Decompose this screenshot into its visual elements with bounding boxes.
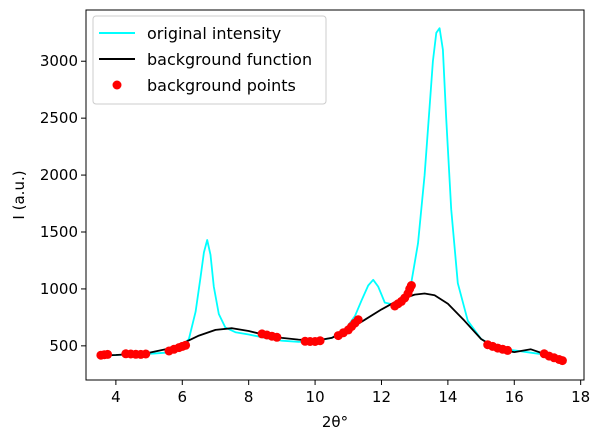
background-point xyxy=(141,349,151,359)
legend-swatch-marker xyxy=(112,80,122,90)
background-point xyxy=(406,281,416,290)
legend-label: background points xyxy=(147,76,296,95)
legend-label: original intensity xyxy=(147,24,281,43)
x-tick-label: 16 xyxy=(505,388,524,406)
x-tick-label: 12 xyxy=(372,388,391,406)
y-axis: 500 1000 1500 2000 2500 3000 xyxy=(40,52,86,355)
y-tick-label: 3000 xyxy=(40,52,78,70)
background-point xyxy=(503,345,513,355)
x-tick-label: 4 xyxy=(111,388,121,406)
x-tick-label: 14 xyxy=(438,388,457,406)
series-line-0 xyxy=(99,27,565,362)
x-axis: 4 6 8 10 12 14 16 18 xyxy=(111,380,590,406)
legend-box xyxy=(92,15,327,105)
y-axis-title: I (a.u.) xyxy=(10,170,28,219)
legend-label: background function xyxy=(147,50,312,69)
background-point xyxy=(272,332,282,342)
plot-area xyxy=(96,27,567,366)
y-tick-label: 1500 xyxy=(40,223,78,241)
legend: original intensity background function bac… xyxy=(92,15,327,105)
plot-frame xyxy=(85,9,585,381)
y-tick-label: 2500 xyxy=(40,109,78,127)
background-point xyxy=(315,336,325,346)
x-tick-label: 18 xyxy=(571,388,590,406)
x-tick-label: 8 xyxy=(244,388,254,406)
x-tick-label: 10 xyxy=(306,388,325,406)
x-axis-title: 2θ° xyxy=(322,413,348,431)
background-point xyxy=(557,356,567,366)
y-tick-label: 2000 xyxy=(40,166,78,184)
background-point xyxy=(181,340,191,350)
y-tick-label: 1000 xyxy=(40,280,78,298)
background-point xyxy=(103,349,113,359)
y-tick-label: 500 xyxy=(49,337,78,355)
x-tick-label: 6 xyxy=(178,388,188,406)
background-point xyxy=(353,315,363,325)
